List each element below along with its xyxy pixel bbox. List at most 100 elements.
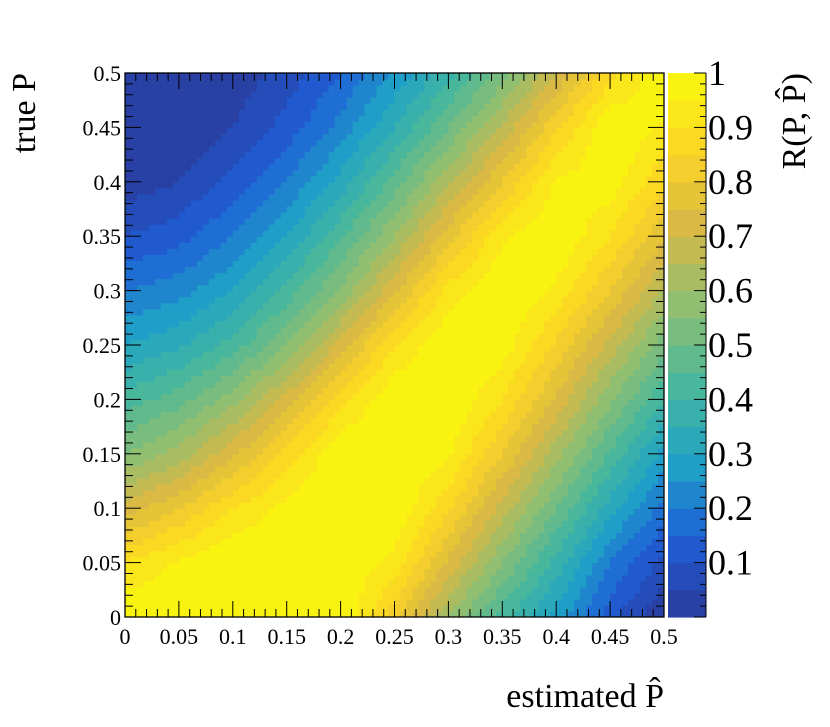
heatmap-cell [346, 290, 354, 298]
heatmap-cell [622, 429, 629, 437]
heatmap-cell [142, 308, 150, 316]
heatmap-cell [574, 496, 581, 503]
heatmap-cell [184, 387, 192, 394]
heatmap-cell [238, 484, 246, 491]
heatmap-cell [628, 393, 635, 400]
heatmap-cell [442, 550, 449, 558]
heatmap-cell [400, 514, 408, 521]
heatmap-cell [208, 544, 216, 552]
heatmap-cell [148, 477, 156, 485]
heatmap-cell [616, 465, 623, 473]
heatmap-cell [400, 332, 408, 340]
heatmap-cell [496, 514, 503, 521]
heatmap-cell [604, 520, 611, 527]
heatmap-cell [628, 526, 635, 533]
heatmap-cell [388, 345, 396, 352]
heatmap-cell [466, 351, 473, 358]
heatmap-cell [568, 550, 575, 558]
heatmap-cell [388, 308, 396, 316]
heatmap-cell [442, 502, 449, 509]
heatmap-cell [520, 387, 527, 394]
heatmap-cell [125, 435, 132, 443]
heatmap-cell [256, 532, 264, 540]
heatmap-cell [598, 326, 605, 334]
heatmap-cell [388, 284, 396, 292]
heatmap-cell [310, 550, 318, 558]
heatmap-cell [208, 490, 216, 497]
heatmap-cell [538, 508, 545, 515]
heatmap-cell [274, 484, 282, 491]
heatmap-cell [574, 435, 581, 443]
heatmap-cell [430, 502, 438, 509]
heatmap-cell [286, 429, 294, 437]
heatmap-cell [220, 610, 228, 617]
heatmap-cell [274, 562, 282, 570]
heatmap-cell [400, 393, 408, 400]
heatmap-cell [310, 532, 318, 540]
heatmap-cell [316, 459, 324, 467]
heatmap-cell [658, 490, 664, 497]
heatmap-cell [640, 435, 647, 443]
heatmap-cell [508, 598, 515, 606]
heatmap-cell [238, 284, 246, 292]
heatmap-cell [544, 580, 551, 588]
heatmap-cell [430, 375, 438, 382]
heatmap-cell [310, 568, 318, 576]
heatmap-cell [316, 435, 324, 443]
heatmap-cell [125, 514, 132, 521]
heatmap-cell [328, 393, 336, 400]
heatmap-cell [616, 544, 623, 552]
heatmap-cell [562, 296, 569, 304]
heatmap-cell [352, 526, 360, 533]
heatmap-cell [382, 459, 390, 467]
heatmap-cell [298, 326, 306, 334]
heatmap-cell [298, 544, 306, 552]
heatmap-cell [436, 417, 444, 425]
heatmap-cell [334, 411, 342, 419]
heatmap-cell [226, 351, 234, 358]
heatmap-cell [142, 508, 150, 515]
heatmap-cell [412, 387, 420, 394]
heatmap-cell [322, 562, 330, 570]
heatmap-cell [298, 278, 306, 286]
heatmap-cell [502, 586, 509, 594]
heatmap-cell [298, 302, 306, 310]
heatmap-cell [424, 604, 432, 612]
heatmap-cell [448, 399, 455, 407]
heatmap-cell [640, 465, 647, 473]
heatmap-cell [508, 308, 515, 316]
heatmap-cell [286, 496, 294, 503]
heatmap-cell [628, 568, 635, 576]
heatmap-cell [208, 332, 216, 340]
heatmap-cell [250, 399, 258, 407]
heatmap-cell [520, 598, 527, 606]
heatmap-cell [346, 435, 354, 443]
heatmap-cell [526, 459, 533, 467]
heatmap-cell [604, 405, 611, 413]
heatmap-cell [538, 399, 545, 407]
heatmap-cell [658, 538, 664, 546]
heatmap-cell [412, 574, 420, 582]
heatmap-cell [580, 375, 587, 382]
heatmap-cell [652, 496, 659, 503]
heatmap-cell [370, 465, 378, 473]
heatmap-cell [178, 556, 186, 564]
heatmap-cell [430, 496, 438, 503]
heatmap-cell [370, 399, 378, 407]
heatmap-cell [244, 520, 252, 527]
heatmap-cell [328, 508, 336, 515]
heatmap-cell [592, 477, 599, 485]
heatmap-cell [226, 357, 234, 364]
heatmap-cell [364, 514, 372, 521]
heatmap-cell [454, 387, 461, 394]
heatmap-cell [580, 453, 587, 461]
heatmap-cell [484, 459, 491, 467]
heatmap-cell [346, 586, 354, 594]
heatmap-cell [316, 387, 324, 394]
heatmap-cell [526, 508, 533, 515]
heatmap-cell [586, 399, 593, 407]
heatmap-cell [382, 332, 390, 340]
heatmap-cell [442, 574, 449, 582]
heatmap-cell [376, 399, 384, 407]
heatmap-cell [580, 532, 587, 540]
